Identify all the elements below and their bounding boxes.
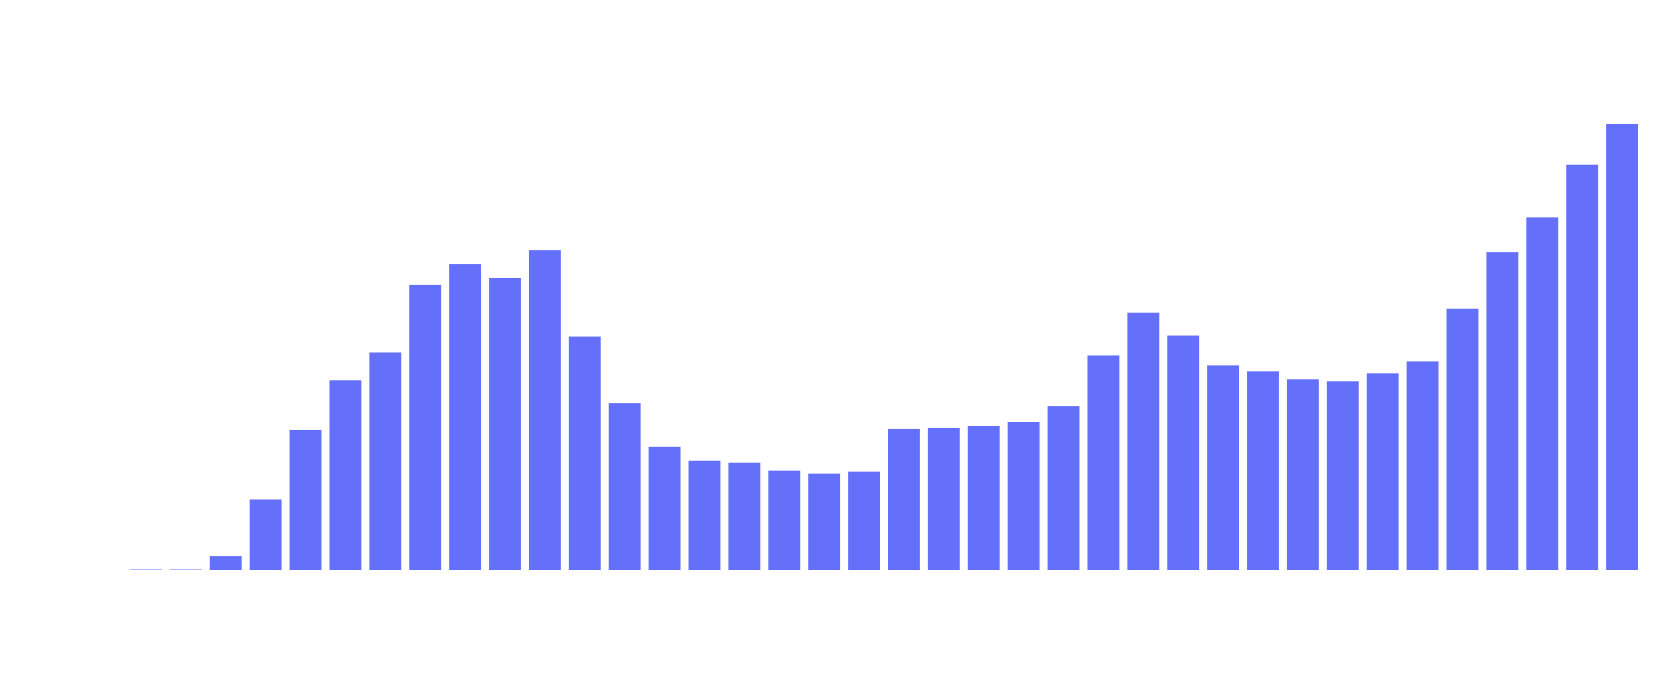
bar-3 <box>209 556 242 570</box>
bar-5 <box>289 429 322 570</box>
bar-6 <box>329 380 362 570</box>
bar-19 <box>848 471 880 570</box>
bar-25 <box>1087 355 1120 570</box>
bar-4 <box>249 499 282 570</box>
bars-group <box>130 123 1638 571</box>
bar-9 <box>449 264 482 570</box>
bar-21 <box>927 427 960 570</box>
bar-13 <box>608 403 641 570</box>
bar-34 <box>1446 308 1479 570</box>
bar-24 <box>1047 406 1080 570</box>
bar-7 <box>369 352 402 570</box>
bar-32 <box>1366 373 1399 570</box>
bar-36 <box>1526 217 1559 570</box>
bar-17 <box>768 470 801 570</box>
bar-35 <box>1486 252 1519 570</box>
bar-38 <box>1606 123 1638 571</box>
bar-16 <box>728 462 761 570</box>
bar-31 <box>1326 381 1359 570</box>
bar-22 <box>967 425 1000 570</box>
bar-20 <box>888 428 920 570</box>
bar-8 <box>409 284 442 570</box>
bar-37 <box>1566 164 1599 570</box>
bar-10 <box>489 277 521 570</box>
bar-15 <box>688 460 721 570</box>
bar-26 <box>1127 312 1160 570</box>
bar-2 <box>169 569 202 570</box>
bar-23 <box>1007 421 1040 570</box>
bar-30 <box>1286 379 1319 570</box>
bar-29 <box>1247 371 1279 570</box>
bar-33 <box>1406 361 1439 570</box>
bar-18 <box>808 473 841 570</box>
bar-11 <box>528 250 561 570</box>
bar-28 <box>1207 365 1240 570</box>
bar-1 <box>130 569 162 570</box>
bar-12 <box>568 336 601 570</box>
bar-27 <box>1167 335 1200 570</box>
bar-14 <box>648 446 681 570</box>
